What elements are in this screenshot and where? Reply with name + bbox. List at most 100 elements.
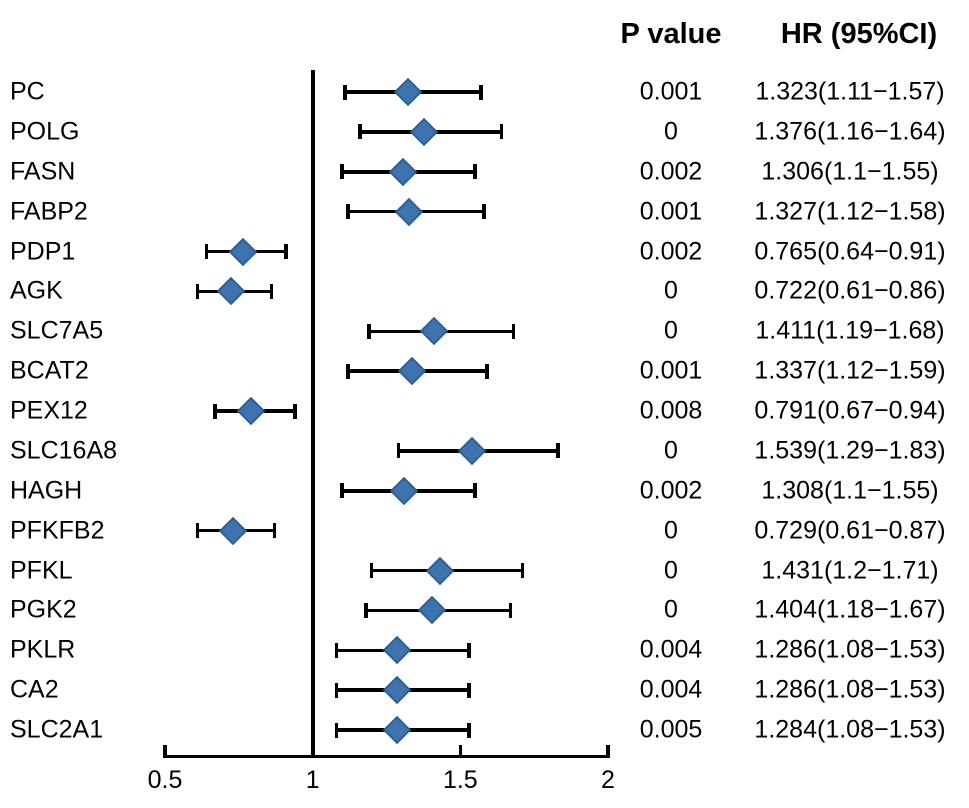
hr-ci-cell: 0.791(0.67−0.94) [754,396,946,425]
ci-cap-right [482,204,486,220]
hr-diamond [382,675,412,705]
p-value-cell: 0 [664,595,678,624]
hr-diamond [388,157,418,186]
hr-ci-cell: 1.327(1.12−1.58) [754,197,946,226]
gene-label: PKLR [10,635,76,664]
gene-label: PFKL [10,556,73,584]
hr-diamond [236,396,266,426]
gene-label: BCAT2 [10,356,89,385]
ci-cap-left [367,323,371,339]
gene-label: PGK2 [10,595,77,624]
x-axis-tick-label: 0.5 [147,766,183,794]
ci-cap-left [213,403,217,419]
hr-diamond [398,356,427,386]
p-value-cell: 0.004 [639,675,703,704]
ci-cap-right [467,682,471,698]
hr-diamond [395,197,424,226]
p-value-cell: 0.002 [639,157,703,186]
hr-diamond [229,237,258,266]
x-axis-tick-label: 2 [601,766,615,794]
ci-cap-right [284,244,288,259]
ci-cap-left [343,84,347,100]
gene-label: HAGH [10,476,83,505]
gene-label: POLG [10,117,80,146]
p-value-cell: 0.004 [639,635,703,664]
p-value-column-header: P value [620,18,722,50]
hr-diamond [216,277,245,306]
ci-cap-right [467,722,471,738]
p-value-cell: 0 [664,556,678,584]
hr-ci-cell: 1.539(1.29−1.83) [754,436,946,465]
p-value-cell: 0.002 [639,476,703,505]
x-axis-tick-label: 1.5 [442,766,478,794]
hr-diamond [393,77,423,107]
gene-label: CA2 [10,675,59,704]
ci-cap-right [511,323,516,339]
hr-ci-cell: 1.323(1.11−1.57) [755,77,945,106]
hr-diamond [457,436,486,466]
gene-label: FABP2 [10,197,88,226]
p-value-cell: 0 [664,516,678,545]
ci-cap-right [473,483,477,499]
ci-cap-left [334,642,339,658]
hr-ci-cell: 1.286(1.08−1.53) [754,675,946,704]
ci-cap-left [346,363,350,379]
gene-label: SLC7A5 [10,316,104,345]
p-value-cell: 0.005 [639,715,703,744]
hr-diamond [382,715,411,745]
hr-ci-cell: 1.286(1.08−1.53) [754,635,946,664]
ci-cap-right [473,164,477,180]
ci-cap-left [195,283,200,299]
hr-ci-cell: 0.765(0.64−0.91) [754,237,946,265]
hr-diamond [382,636,412,665]
ci-cap-right [272,523,277,539]
gene-label: SLC2A1 [10,715,104,744]
hr-diamond [218,516,247,545]
ci-cap-left [369,563,374,578]
ci-cap-right [485,363,489,379]
hr-diamond [389,476,418,505]
x-axis-tick [458,745,463,758]
ci-cap-right [269,283,274,299]
hr-ci-cell: 1.411(1.19−1.68) [755,316,945,345]
hr-ci-cell: 0.722(0.61−0.86) [754,276,946,305]
ci-cap-left [346,204,350,220]
gene-label: PDP1 [10,237,76,265]
ci-cap-left [204,244,209,259]
hr-diamond [425,556,455,585]
x-axis-tick [310,745,315,758]
p-value-cell: 0 [664,276,678,305]
ci-cap-left [334,682,339,698]
ci-cap-left [195,523,200,539]
p-value-cell: 0.001 [639,197,703,226]
p-value-cell: 0.001 [639,356,703,385]
hr-diamond [409,117,438,147]
p-value-cell: 0 [664,316,678,345]
hr-diamond [419,317,449,346]
p-value-cell: 0 [664,117,678,146]
gene-label: PEX12 [10,396,88,425]
gene-label: SLC16A8 [10,436,118,465]
hr-ci-cell: 1.431(1.2−1.71) [761,556,939,584]
ci-cap-left [340,483,344,499]
p-value-cell: 0 [664,436,678,465]
ci-cap-left [364,602,368,618]
ci-cap-right [479,84,483,100]
ci-cap-left [396,443,401,459]
x-axis-line [163,754,610,758]
ci-cap-right [293,403,297,419]
p-value-cell: 0.001 [639,77,703,106]
ci-cap-left [340,164,344,180]
ci-cap-left [334,722,339,738]
hr-ci-cell: 1.308(1.1−1.55) [761,476,939,505]
gene-label: PFKFB2 [10,516,105,545]
ci-cap-right [508,602,513,618]
x-axis-tick-label: 1 [305,766,320,794]
ci-cap-right [520,563,525,578]
x-axis-tick [606,745,610,758]
hr-ci-cell: 1.284(1.08−1.53) [754,715,946,744]
ci-cap-left [358,124,362,140]
x-axis-tick [163,745,167,758]
p-value-cell: 0.002 [639,237,703,265]
